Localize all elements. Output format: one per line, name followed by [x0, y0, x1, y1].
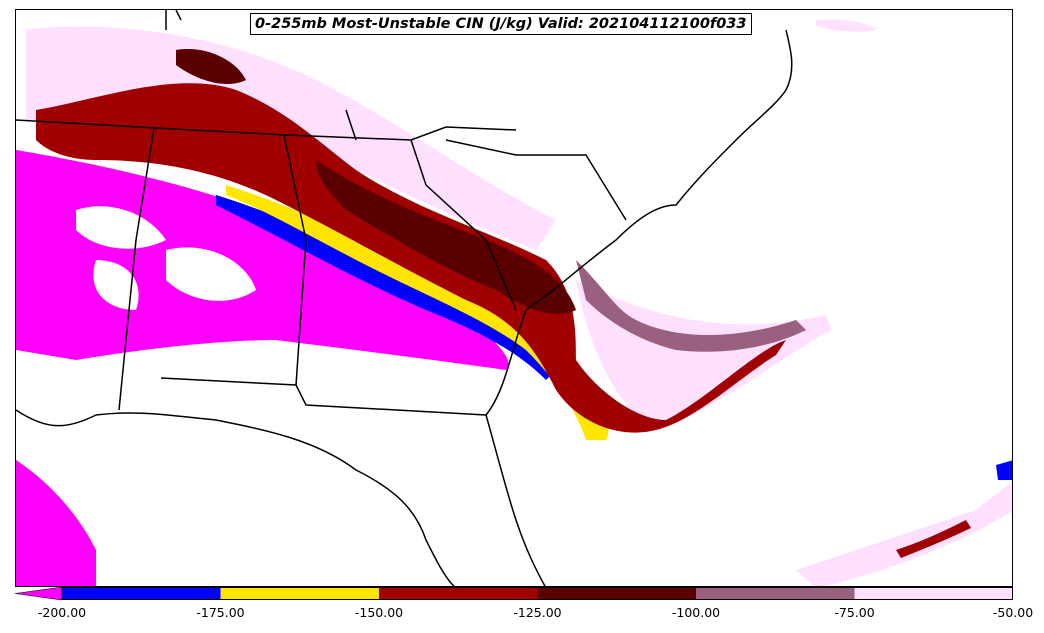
colorbar-segment: [854, 587, 1013, 600]
colorbar-labels: -200.00 -175.00 -150.00 -125.00 -100.00 -75.0…: [0, 605, 1044, 625]
map-title: 0-255mb Most-Unstable CIN (J/kg) Valid: …: [250, 13, 752, 35]
gulf-coastline: [16, 409, 455, 586]
colorbar-tick-label: -100.00: [671, 605, 721, 620]
colorbar-tick-label: -200.00: [37, 605, 87, 620]
alabama-mississippi-border: [118, 127, 155, 411]
cin-red-band: [36, 83, 786, 433]
nc-sc-border: [445, 139, 627, 221]
north-border-segment: [165, 10, 357, 141]
cin-yellow-band: [226, 185, 609, 440]
cin-blue-band: [216, 195, 556, 380]
colorbar-segment: [379, 587, 538, 600]
colorbar-segment: [696, 587, 855, 600]
colorbar-segment: [537, 587, 696, 600]
cin-light-region-coast: [576, 280, 831, 430]
florida-border: [160, 377, 487, 416]
cin-darkred-band: [316, 160, 576, 314]
east-coastline: [485, 29, 793, 416]
colorbar-tick-label: -50.00: [992, 605, 1034, 620]
colorbar-segment: [62, 587, 221, 600]
georgia-sc-border: [410, 139, 517, 311]
colorbar-tick-label: -75.00: [834, 605, 875, 620]
alabama-georgia-border: [283, 134, 307, 386]
cin-east-streaks: [796, 481, 1012, 586]
colorbar-outline: [61, 587, 1013, 600]
cin-map: [16, 10, 1012, 586]
colorbar-segment: [220, 587, 379, 600]
map-panel: [15, 9, 1013, 587]
boundaries: [16, 10, 793, 586]
state-line-north: [16, 119, 517, 141]
colorbar: [15, 587, 1013, 600]
cin-magenta-region: [16, 150, 509, 370]
cin-magenta-gulf: [16, 460, 96, 586]
cin-mauve-fringe: [576, 260, 806, 352]
cin-shading: [16, 19, 1012, 586]
colorbar-tick-label: -125.00: [513, 605, 562, 620]
colorbar-extend-min: [15, 587, 63, 600]
florida-peninsula: [485, 414, 546, 586]
colorbar-tick-label: -150.00: [354, 605, 404, 620]
colorbar-tick-label: -175.00: [196, 605, 245, 620]
